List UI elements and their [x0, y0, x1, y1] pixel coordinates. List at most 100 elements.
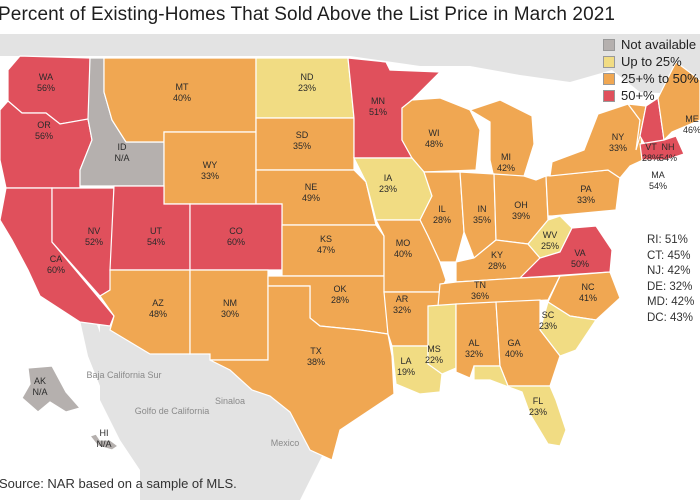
state-value-ut: 54%	[147, 237, 165, 247]
state-label-tn: TN	[474, 280, 486, 290]
small-state-item: MD: 42%	[647, 296, 695, 308]
state-MA	[639, 135, 685, 161]
state-WI	[401, 97, 481, 173]
legend-label: 50+%	[621, 88, 655, 103]
state-label-ca: CA	[50, 254, 63, 264]
state-label-hi: HI	[100, 428, 109, 438]
state-label-va: VA	[574, 248, 585, 258]
state-value-me: 46%	[683, 125, 700, 135]
legend-swatch	[603, 55, 615, 68]
state-label-la: LA	[400, 356, 411, 366]
state-label-ma: MA	[651, 170, 665, 180]
legend-label: 25+% to 50%	[621, 71, 699, 86]
state-value-tx: 38%	[307, 357, 325, 367]
state-label-nd: ND	[301, 72, 314, 82]
state-value-ok: 28%	[331, 295, 349, 305]
state-value-id: N/A	[114, 153, 129, 163]
small-state-item: DE: 32%	[647, 280, 693, 293]
state-label-al: AL	[468, 338, 479, 348]
state-label-ar: AR	[396, 294, 409, 304]
state-value-ca: 60%	[47, 265, 65, 275]
small-state-item: DC: 43%	[647, 311, 694, 324]
state-value-oh: 39%	[512, 211, 530, 221]
state-label-wv: WV	[543, 230, 558, 240]
state-value-pa: 33%	[577, 195, 595, 205]
state-value-sc: 23%	[539, 321, 557, 331]
state-label-id: ID	[118, 142, 128, 152]
state-value-la: 19%	[397, 367, 415, 377]
state-value-or: 56%	[35, 131, 53, 141]
state-value-sd: 35%	[293, 141, 311, 151]
state-label-sc: SC	[542, 310, 555, 320]
state-label-ne: NE	[305, 182, 318, 192]
legend-item-over-50: 50+%	[603, 87, 700, 104]
state-value-wy: 33%	[201, 171, 219, 181]
state-label-in: IN	[478, 204, 487, 214]
state-value-mo: 40%	[394, 249, 412, 259]
small-state-item: NJ: 42%	[647, 265, 691, 277]
gulf-of-california-label: Golfo de California	[135, 406, 210, 416]
state-value-ak: N/A	[32, 387, 47, 397]
state-value-ny: 33%	[609, 143, 627, 153]
state-AK	[21, 365, 82, 413]
state-MO	[375, 219, 447, 293]
state-label-or: OR	[37, 120, 51, 130]
state-value-mt: 40%	[173, 93, 191, 103]
legend-label: Not available	[621, 37, 697, 52]
state-label-oh: OH	[514, 200, 528, 210]
state-label-pa: PA	[580, 184, 591, 194]
state-value-il: 28%	[433, 215, 451, 225]
state-value-nv: 52%	[85, 237, 103, 247]
state-value-ms: 22%	[425, 355, 443, 365]
state-label-nm: NM	[223, 298, 237, 308]
state-label-ok: OK	[333, 284, 346, 294]
state-value-wi: 48%	[425, 139, 443, 149]
state-TX	[209, 285, 395, 461]
state-value-nc: 41%	[579, 293, 597, 303]
baja-peninsula	[80, 320, 134, 432]
state-value-wv: 25%	[541, 241, 559, 251]
state-label-me: ME	[685, 114, 699, 124]
state-value-ne: 49%	[302, 193, 320, 203]
state-label-nv: NV	[88, 226, 101, 236]
state-label-co: CO	[229, 226, 243, 236]
state-value-tn: 36%	[471, 291, 489, 301]
state-value-mn: 51%	[369, 107, 387, 117]
legend-item-not-available: Not available	[603, 36, 700, 53]
state-value-ga: 40%	[505, 349, 523, 359]
state-value-ar: 32%	[393, 305, 411, 315]
state-value-az: 48%	[149, 309, 167, 319]
state-value-nd: 23%	[298, 83, 316, 93]
small-state-item: CT: 45%	[647, 249, 691, 262]
legend-swatch	[603, 89, 615, 102]
baja-california-sur-label: Baja California Sur	[86, 370, 161, 380]
state-label-vt: VT	[645, 142, 657, 152]
legend-item-p25-to-50: 25+% to 50%	[603, 70, 700, 87]
state-value-wa: 56%	[37, 83, 55, 93]
state-value-ia: 23%	[379, 184, 397, 194]
state-value-vt: 28%	[642, 153, 660, 163]
state-label-tx: TX	[310, 346, 322, 356]
canada-landmass	[0, 34, 700, 95]
state-label-ms: MS	[427, 344, 441, 354]
legend: Not available Up to 25% 25+% to 50% 50+%	[603, 36, 700, 104]
state-VA	[518, 225, 613, 279]
small-states-list: RI: 51% CT: 45% NJ: 42% DE: 32% MD: 42% DC: 4…	[647, 233, 694, 326]
state-value-mi: 42%	[497, 163, 515, 173]
state-VT	[626, 103, 647, 151]
state-label-mt: MT	[176, 82, 189, 92]
source-note: Source: NAR based on a sample of MLS.	[0, 476, 237, 491]
state-label-fl: FL	[533, 396, 544, 406]
state-value-al: 32%	[465, 349, 483, 359]
state-value-nh: 54%	[659, 153, 677, 163]
state-label-wa: WA	[39, 72, 53, 82]
state-label-ak: AK	[34, 376, 46, 386]
state-value-fl: 23%	[529, 407, 547, 417]
state-label-ky: KY	[491, 250, 503, 260]
state-label-mi: MI	[501, 152, 511, 162]
state-FL	[473, 365, 567, 447]
state-value-hi: N/A	[96, 439, 111, 449]
state-label-ga: GA	[507, 338, 520, 348]
state-label-il: IL	[438, 204, 446, 214]
